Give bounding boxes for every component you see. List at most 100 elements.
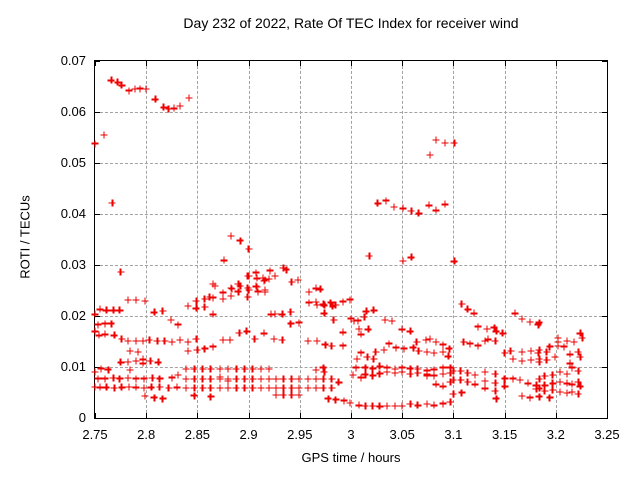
data-point	[578, 334, 586, 342]
y-tick	[95, 112, 100, 113]
data-point	[185, 94, 193, 102]
data-point	[305, 299, 313, 307]
data-point	[432, 338, 440, 346]
data-point	[312, 384, 320, 392]
data-point	[527, 356, 535, 364]
x-tick	[351, 61, 352, 66]
data-point	[136, 85, 144, 93]
data-point	[346, 296, 354, 304]
data-point	[227, 292, 235, 300]
y-tick	[602, 316, 607, 317]
data-point	[176, 336, 184, 344]
data-point	[192, 297, 200, 305]
data-point	[423, 372, 431, 380]
data-point	[101, 375, 109, 383]
data-point	[207, 393, 215, 401]
data-point	[320, 368, 328, 376]
data-point	[481, 377, 489, 385]
data-point	[271, 310, 279, 318]
x-tick-label: 2.85	[184, 427, 211, 442]
data-point	[471, 380, 479, 388]
data-point	[563, 389, 571, 397]
data-point	[295, 384, 303, 392]
data-point	[220, 256, 228, 264]
y-tick	[95, 265, 100, 266]
data-point	[501, 382, 509, 390]
data-point	[279, 384, 287, 392]
data-point	[406, 327, 414, 335]
y-tick	[95, 316, 100, 317]
data-point	[116, 375, 124, 383]
data-point	[439, 341, 447, 349]
data-point	[376, 402, 384, 410]
data-point	[261, 288, 269, 296]
data-point	[321, 341, 329, 349]
data-point	[574, 378, 582, 386]
data-point	[110, 331, 118, 339]
data-point	[449, 376, 457, 384]
data-point	[288, 278, 296, 286]
data-point	[271, 272, 279, 280]
data-point	[460, 338, 468, 346]
data-point	[209, 280, 217, 288]
data-point	[423, 348, 431, 356]
data-point	[543, 348, 551, 356]
x-tick	[351, 413, 352, 418]
data-point	[209, 294, 217, 302]
data-point	[576, 329, 584, 337]
data-point	[260, 277, 268, 285]
data-point	[432, 206, 440, 214]
data-point	[347, 315, 355, 323]
x-tick-label: 2.8	[137, 427, 156, 442]
data-point	[156, 375, 163, 383]
y-tick	[602, 61, 607, 62]
data-point	[354, 317, 362, 325]
data-point	[190, 365, 198, 373]
y-tick-label: 0	[78, 410, 86, 425]
data-point	[491, 379, 499, 387]
data-point	[423, 400, 431, 408]
y-tick	[95, 367, 100, 368]
data-point	[252, 282, 260, 290]
x-tick	[248, 413, 250, 418]
data-point	[211, 282, 219, 290]
data-point	[464, 378, 472, 386]
data-point	[228, 285, 236, 293]
data-point	[391, 365, 399, 373]
data-point	[524, 379, 532, 387]
data-point	[566, 350, 574, 358]
data-point	[518, 357, 526, 365]
x-tick	[402, 61, 404, 66]
data-point	[483, 325, 491, 333]
data-point	[270, 335, 278, 343]
data-point	[109, 306, 117, 314]
y-tick	[95, 163, 100, 164]
data-point	[145, 336, 153, 344]
data-point	[265, 384, 273, 392]
data-point	[457, 376, 465, 384]
data-point	[471, 371, 479, 379]
data-point	[446, 378, 454, 386]
data-point	[199, 384, 207, 392]
data-point	[279, 391, 287, 399]
gridline-y	[95, 367, 607, 368]
data-point	[388, 317, 396, 325]
x-tick-label: 3.25	[594, 427, 620, 442]
data-point	[332, 301, 340, 309]
data-point	[332, 396, 340, 404]
data-point	[265, 275, 273, 283]
data-point	[257, 365, 265, 373]
data-point	[320, 301, 328, 309]
data-point	[490, 324, 498, 332]
data-point	[272, 375, 280, 383]
data-point	[101, 320, 109, 328]
data-point	[324, 395, 332, 403]
plot-area	[91, 60, 608, 419]
data-point	[313, 301, 321, 309]
data-point	[125, 87, 133, 95]
x-tick-label: 2.95	[287, 427, 313, 442]
data-point	[363, 353, 371, 361]
data-point	[266, 267, 274, 275]
data-point	[491, 337, 499, 345]
data-point	[201, 295, 209, 303]
